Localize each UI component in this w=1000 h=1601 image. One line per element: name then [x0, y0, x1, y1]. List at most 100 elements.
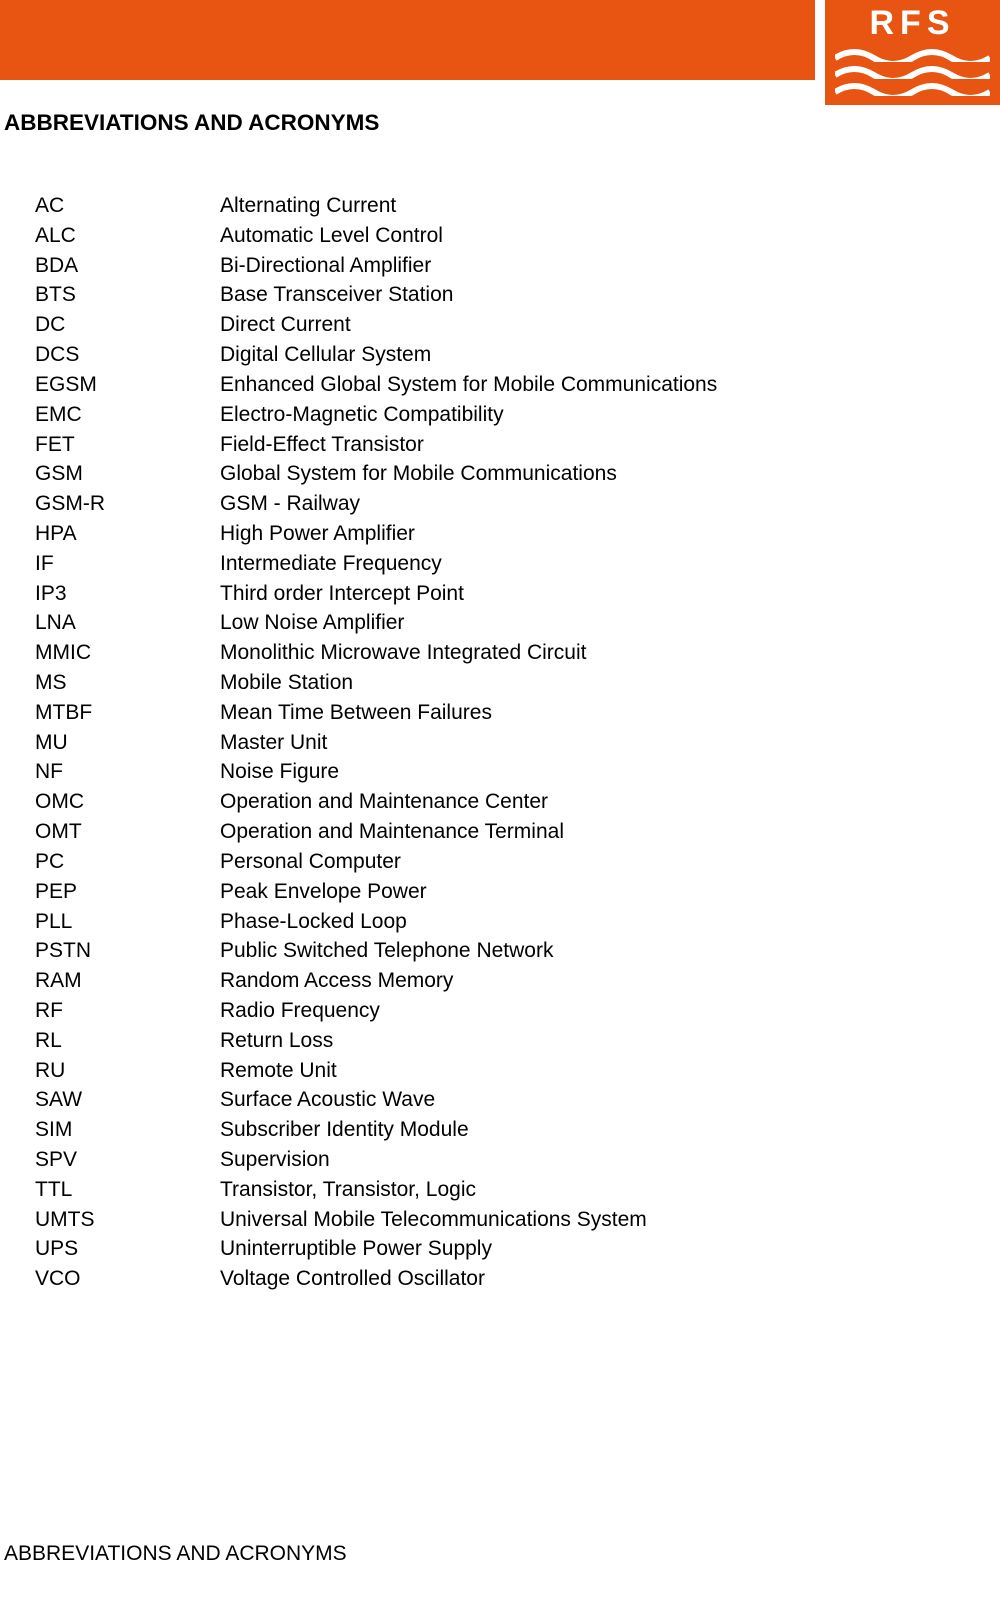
abbrev-term: DCS — [35, 340, 220, 370]
abbrev-definition: Mean Time Between Failures — [220, 698, 492, 728]
brand-name: RFS — [835, 6, 990, 40]
abbrev-term: SIM — [35, 1115, 220, 1145]
abbreviation-list: ACAlternating CurrentALCAutomatic Level … — [35, 191, 1000, 1294]
abbrev-row: VCOVoltage Controlled Oscillator — [35, 1264, 1000, 1294]
header-orange-bar — [0, 0, 815, 80]
abbrev-row: ACAlternating Current — [35, 191, 1000, 221]
abbrev-term: UPS — [35, 1234, 220, 1264]
abbrev-definition: Public Switched Telephone Network — [220, 936, 553, 966]
abbrev-term: EGSM — [35, 370, 220, 400]
abbrev-term: RL — [35, 1026, 220, 1056]
abbrev-row: SIMSubscriber Identity Module — [35, 1115, 1000, 1145]
abbrev-row: GSM-RGSM - Railway — [35, 489, 1000, 519]
abbrev-term: VCO — [35, 1264, 220, 1294]
abbrev-definition: Master Unit — [220, 728, 327, 758]
abbrev-term: LNA — [35, 608, 220, 638]
abbrev-definition: Transistor, Transistor, Logic — [220, 1175, 476, 1205]
abbrev-definition: Radio Frequency — [220, 996, 380, 1026]
abbrev-definition: Remote Unit — [220, 1056, 337, 1086]
abbrev-term: MS — [35, 668, 220, 698]
abbrev-row: RURemote Unit — [35, 1056, 1000, 1086]
abbrev-row: IP3Third order Intercept Point — [35, 579, 1000, 609]
abbrev-row: ALCAutomatic Level Control — [35, 221, 1000, 251]
abbrev-row: NFNoise Figure — [35, 757, 1000, 787]
abbrev-definition: Monolithic Microwave Integrated Circuit — [220, 638, 586, 668]
abbrev-row: MMICMonolithic Microwave Integrated Circ… — [35, 638, 1000, 668]
abbrev-definition: Voltage Controlled Oscillator — [220, 1264, 485, 1294]
abbrev-definition: Global System for Mobile Communications — [220, 459, 617, 489]
abbrev-definition: GSM - Railway — [220, 489, 360, 519]
abbrev-row: PEPPeak Envelope Power — [35, 877, 1000, 907]
abbrev-term: MMIC — [35, 638, 220, 668]
abbrev-term: SPV — [35, 1145, 220, 1175]
abbrev-definition: Supervision — [220, 1145, 330, 1175]
abbrev-definition: High Power Amplifier — [220, 519, 415, 549]
abbrev-term: FET — [35, 430, 220, 460]
abbrev-row: BDABi-Directional Amplifier — [35, 251, 1000, 281]
abbrev-row: EGSMEnhanced Global System for Mobile Co… — [35, 370, 1000, 400]
abbrev-term: SAW — [35, 1085, 220, 1115]
abbrev-definition: Phase-Locked Loop — [220, 907, 407, 937]
abbrev-row: MUMaster Unit — [35, 728, 1000, 758]
abbrev-definition: Bi-Directional Amplifier — [220, 251, 431, 281]
abbrev-row: PLLPhase-Locked Loop — [35, 907, 1000, 937]
abbrev-term: OMC — [35, 787, 220, 817]
abbrev-row: OMCOperation and Maintenance Center — [35, 787, 1000, 817]
abbrev-definition: Alternating Current — [220, 191, 396, 221]
abbrev-row: PCPersonal Computer — [35, 847, 1000, 877]
abbrev-row: FETField-Effect Transistor — [35, 430, 1000, 460]
abbrev-definition: Peak Envelope Power — [220, 877, 427, 907]
abbrev-definition: Universal Mobile Telecommunications Syst… — [220, 1205, 647, 1235]
abbrev-row: PSTNPublic Switched Telephone Network — [35, 936, 1000, 966]
abbrev-term: OMT — [35, 817, 220, 847]
page-content: ABBREVIATIONS AND ACRONYMS ACAlternating… — [0, 80, 1000, 1294]
abbrev-row: OMTOperation and Maintenance Terminal — [35, 817, 1000, 847]
abbrev-definition: Operation and Maintenance Terminal — [220, 817, 564, 847]
abbrev-definition: Personal Computer — [220, 847, 401, 877]
abbrev-term: AC — [35, 191, 220, 221]
abbrev-row: DCDirect Current — [35, 310, 1000, 340]
abbrev-definition: Direct Current — [220, 310, 351, 340]
abbrev-term: ALC — [35, 221, 220, 251]
abbrev-row: GSMGlobal System for Mobile Communicatio… — [35, 459, 1000, 489]
abbrev-term: MU — [35, 728, 220, 758]
abbrev-definition: Operation and Maintenance Center — [220, 787, 548, 817]
abbrev-definition: Return Loss — [220, 1026, 333, 1056]
abbrev-row: HPAHigh Power Amplifier — [35, 519, 1000, 549]
abbrev-row: SPVSupervision — [35, 1145, 1000, 1175]
abbrev-definition: Low Noise Amplifier — [220, 608, 404, 638]
abbrev-definition: Third order Intercept Point — [220, 579, 464, 609]
abbrev-row: RFRadio Frequency — [35, 996, 1000, 1026]
abbrev-row: EMCElectro-Magnetic Compatibility — [35, 400, 1000, 430]
abbrev-definition: Subscriber Identity Module — [220, 1115, 469, 1145]
abbrev-row: RAMRandom Access Memory — [35, 966, 1000, 996]
header: RFS — [0, 0, 1000, 80]
abbrev-definition: Mobile Station — [220, 668, 353, 698]
abbrev-term: PEP — [35, 877, 220, 907]
abbrev-term: IP3 — [35, 579, 220, 609]
abbrev-row: TTLTransistor, Transistor, Logic — [35, 1175, 1000, 1205]
abbrev-term: GSM — [35, 459, 220, 489]
abbrev-term: DC — [35, 310, 220, 340]
abbrev-definition: Electro-Magnetic Compatibility — [220, 400, 504, 430]
abbrev-row: MTBFMean Time Between Failures — [35, 698, 1000, 728]
abbrev-definition: Enhanced Global System for Mobile Commun… — [220, 370, 717, 400]
abbrev-term: BDA — [35, 251, 220, 281]
brand-waves-icon — [835, 46, 990, 97]
abbrev-definition: Automatic Level Control — [220, 221, 443, 251]
abbrev-term: PLL — [35, 907, 220, 937]
section-title: ABBREVIATIONS AND ACRONYMS — [4, 110, 1000, 136]
footer-text: ABBREVIATIONS AND ACRONYMS — [4, 1542, 347, 1566]
abbrev-term: RU — [35, 1056, 220, 1086]
abbrev-term: HPA — [35, 519, 220, 549]
abbrev-row: DCSDigital Cellular System — [35, 340, 1000, 370]
abbrev-definition: Field-Effect Transistor — [220, 430, 424, 460]
abbrev-term: EMC — [35, 400, 220, 430]
abbrev-row: BTSBase Transceiver Station — [35, 280, 1000, 310]
abbrev-term: TTL — [35, 1175, 220, 1205]
abbrev-definition: Base Transceiver Station — [220, 280, 453, 310]
abbrev-row: SAWSurface Acoustic Wave — [35, 1085, 1000, 1115]
brand-logo: RFS — [825, 0, 1000, 105]
abbrev-term: UMTS — [35, 1205, 220, 1235]
abbrev-term: NF — [35, 757, 220, 787]
